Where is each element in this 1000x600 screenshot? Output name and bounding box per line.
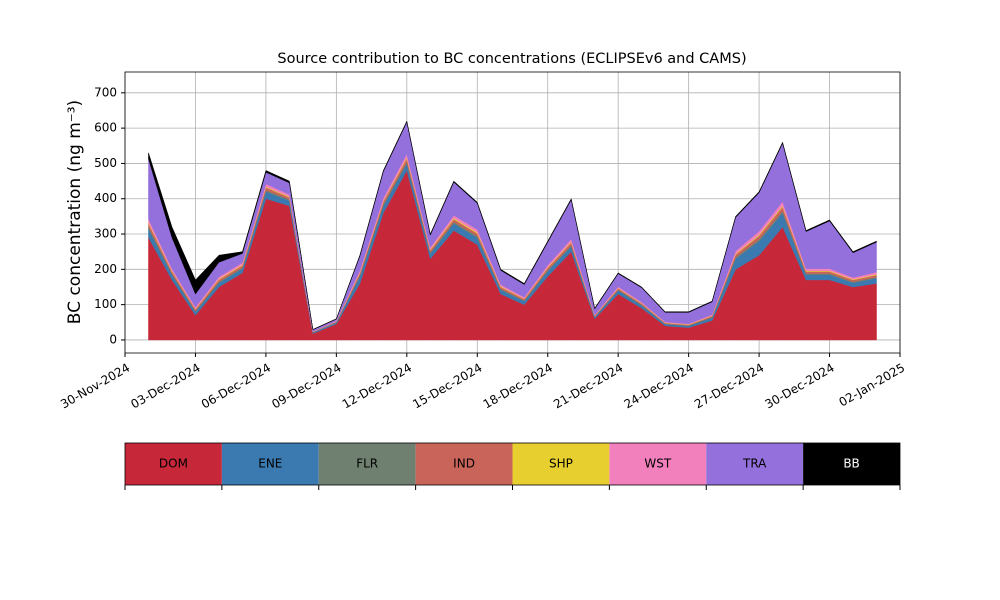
x-tick-label: 27-Dec-2024: [692, 361, 766, 412]
x-tick-label: 24-Dec-2024: [622, 361, 696, 412]
x-tick-label: 03-Dec-2024: [128, 361, 202, 412]
legend-label: ENE: [258, 457, 282, 471]
x-tick-label: 18-Dec-2024: [481, 361, 555, 412]
legend-swatch: [512, 443, 610, 485]
legend-label: BB: [843, 457, 859, 471]
y-tick-label: 400: [94, 191, 117, 205]
y-tick-label: 0: [109, 332, 117, 346]
chart-title: Source contribution to BC concentrations…: [277, 51, 746, 67]
legend-swatch: [706, 443, 804, 485]
legend-label: DOM: [159, 457, 188, 471]
area: [148, 120, 877, 331]
x-tick-label: 06-Dec-2024: [199, 361, 273, 412]
y-tick-label: 300: [94, 227, 117, 241]
legend-label: TRA: [742, 457, 767, 471]
legend-swatch: [125, 443, 222, 485]
x-tick-label: 12-Dec-2024: [340, 361, 414, 412]
legend-swatch: [318, 443, 416, 485]
legend-label: SHP: [549, 457, 573, 471]
legend-label: WST: [644, 457, 671, 471]
plot-frame: [124, 71, 901, 354]
x-tick-label: 21-Dec-2024: [551, 361, 625, 412]
x-tick-label: 02-Jan-2025: [836, 361, 907, 410]
y-axis-label: BC concentration (ng m⁻³): [65, 100, 85, 324]
legend-swatch: [803, 443, 900, 485]
y-tick-label: 100: [94, 297, 117, 311]
x-tick-label: 30-Dec-2024: [763, 361, 837, 412]
x-tick-label: 15-Dec-2024: [410, 361, 484, 412]
legend-label: FLR: [356, 457, 378, 471]
x-tick-label: 30-Nov-2024: [58, 361, 132, 412]
legend-swatch: [609, 443, 707, 485]
legend-label: IND: [453, 457, 475, 471]
y-tick-label: 600: [94, 121, 117, 135]
legend-swatch: [221, 443, 319, 485]
y-tick-label: 200: [94, 262, 117, 276]
y-tick-label: 700: [94, 85, 117, 99]
x-tick-label: 09-Dec-2024: [269, 361, 343, 412]
y-tick-label: 500: [94, 156, 117, 170]
legend-swatch: [415, 443, 513, 485]
areas: [148, 120, 877, 341]
